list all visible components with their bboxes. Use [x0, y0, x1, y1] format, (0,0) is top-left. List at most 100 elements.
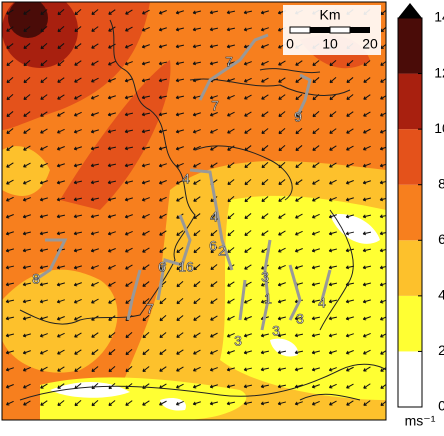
wind-arrow	[158, 95, 168, 100]
wind-arrow	[74, 43, 82, 49]
wind-arrow	[244, 128, 252, 134]
wind-arrow	[345, 299, 355, 304]
wind-arrow	[311, 350, 320, 355]
wind-arrow	[90, 231, 99, 236]
wind-arrow	[107, 248, 116, 253]
wind-arrow	[312, 145, 320, 151]
wind-arrow	[142, 9, 150, 15]
wind-arrow	[91, 9, 99, 16]
colorbar-tick-label: 10	[434, 120, 444, 136]
wind-arrow	[107, 146, 117, 151]
wind-arrow	[107, 163, 117, 168]
wind-arrow	[379, 146, 386, 151]
wind-arrow	[91, 349, 99, 355]
wind-arrow	[362, 145, 371, 151]
wind-arrow	[176, 298, 184, 305]
wind-arrow	[40, 366, 48, 372]
colorbar-extend	[398, 3, 422, 18]
wind-arrow	[345, 214, 354, 219]
wind-arrow	[6, 43, 14, 49]
wind-arrow	[345, 231, 355, 236]
wind-arrow	[56, 214, 66, 219]
wind-arrow	[22, 179, 31, 185]
wind-arrow	[56, 299, 65, 304]
wind-arrow	[6, 94, 14, 101]
wind-arrow	[142, 298, 150, 305]
wind-arrow	[158, 196, 167, 202]
wind-arrow	[124, 214, 133, 219]
wind-arrow	[260, 367, 270, 372]
wind-arrow	[74, 9, 82, 16]
wind-arrow	[108, 43, 116, 49]
scale-bar: Km 0 10 20	[283, 5, 381, 55]
wind-arrow	[243, 333, 252, 338]
station-label: 4	[182, 171, 190, 187]
station-label: 7	[146, 301, 154, 317]
wind-arrow	[380, 78, 386, 83]
wind-arrow	[107, 214, 116, 219]
wind-arrow	[261, 77, 269, 83]
wind-arrow	[363, 400, 371, 406]
wind-arrow	[379, 316, 386, 321]
wind-arrow	[90, 265, 99, 270]
wind-arrow	[57, 94, 65, 100]
wind-arrow	[5, 384, 14, 389]
wind-arrow	[124, 180, 133, 185]
wind-arrow	[125, 366, 133, 373]
wind-arrow	[142, 332, 150, 339]
wind-arrow	[125, 9, 133, 15]
wind-arrow	[295, 196, 303, 202]
wind-arrow	[209, 44, 219, 49]
wind-arrow	[380, 43, 386, 49]
wind-arrow	[142, 400, 150, 406]
wind-arrow	[209, 401, 218, 406]
wind-arrow	[57, 26, 65, 33]
wind-arrow	[5, 400, 14, 406]
wind-arrow	[193, 298, 201, 304]
wind-arrow	[345, 197, 354, 202]
wind-arrow	[278, 230, 286, 236]
wind-arrow	[209, 112, 218, 117]
wind-arrow	[74, 349, 82, 355]
wind-arrow	[362, 180, 371, 185]
wind-arrow	[345, 366, 354, 372]
wind-arrow	[227, 281, 235, 287]
wind-arrow	[328, 214, 337, 219]
wind-arrow	[193, 196, 201, 202]
wind-arrow	[22, 197, 31, 202]
wind-arrow	[108, 349, 116, 356]
wind-arrow	[244, 264, 252, 270]
wind-arrow	[294, 316, 304, 321]
station-label: 4	[318, 295, 326, 311]
wind-arrow	[226, 94, 235, 100]
wind-arrow	[39, 333, 48, 338]
colorbar-tick-label: 0	[438, 398, 444, 414]
wind-arrow	[141, 112, 151, 117]
wind-arrow	[380, 350, 386, 355]
station-label: 9	[294, 109, 302, 125]
wind-arrow	[261, 179, 269, 186]
wind-arrow	[22, 282, 32, 287]
wind-arrow	[294, 401, 303, 406]
wind-arrow	[40, 77, 48, 84]
colorbar-segment	[398, 73, 422, 130]
wind-arrow	[346, 145, 354, 151]
wind-arrow	[243, 316, 252, 321]
wind-arrow	[124, 163, 134, 168]
wind-arrow	[261, 128, 269, 134]
wind-arrow	[363, 383, 371, 389]
wind-arrow	[379, 180, 386, 185]
wind-arrow	[40, 26, 48, 33]
wind-arrow	[226, 401, 236, 406]
wind-arrow	[294, 265, 303, 270]
wind-arrow	[56, 265, 66, 270]
wind-arrow	[57, 366, 65, 372]
scale-label: 0	[286, 36, 294, 52]
wind-arrow	[226, 27, 236, 32]
wind-arrow	[243, 61, 252, 66]
wind-arrow	[328, 367, 337, 372]
colorbar-segment	[398, 351, 422, 407]
wind-arrow	[23, 60, 31, 67]
wind-arrow	[192, 112, 201, 117]
